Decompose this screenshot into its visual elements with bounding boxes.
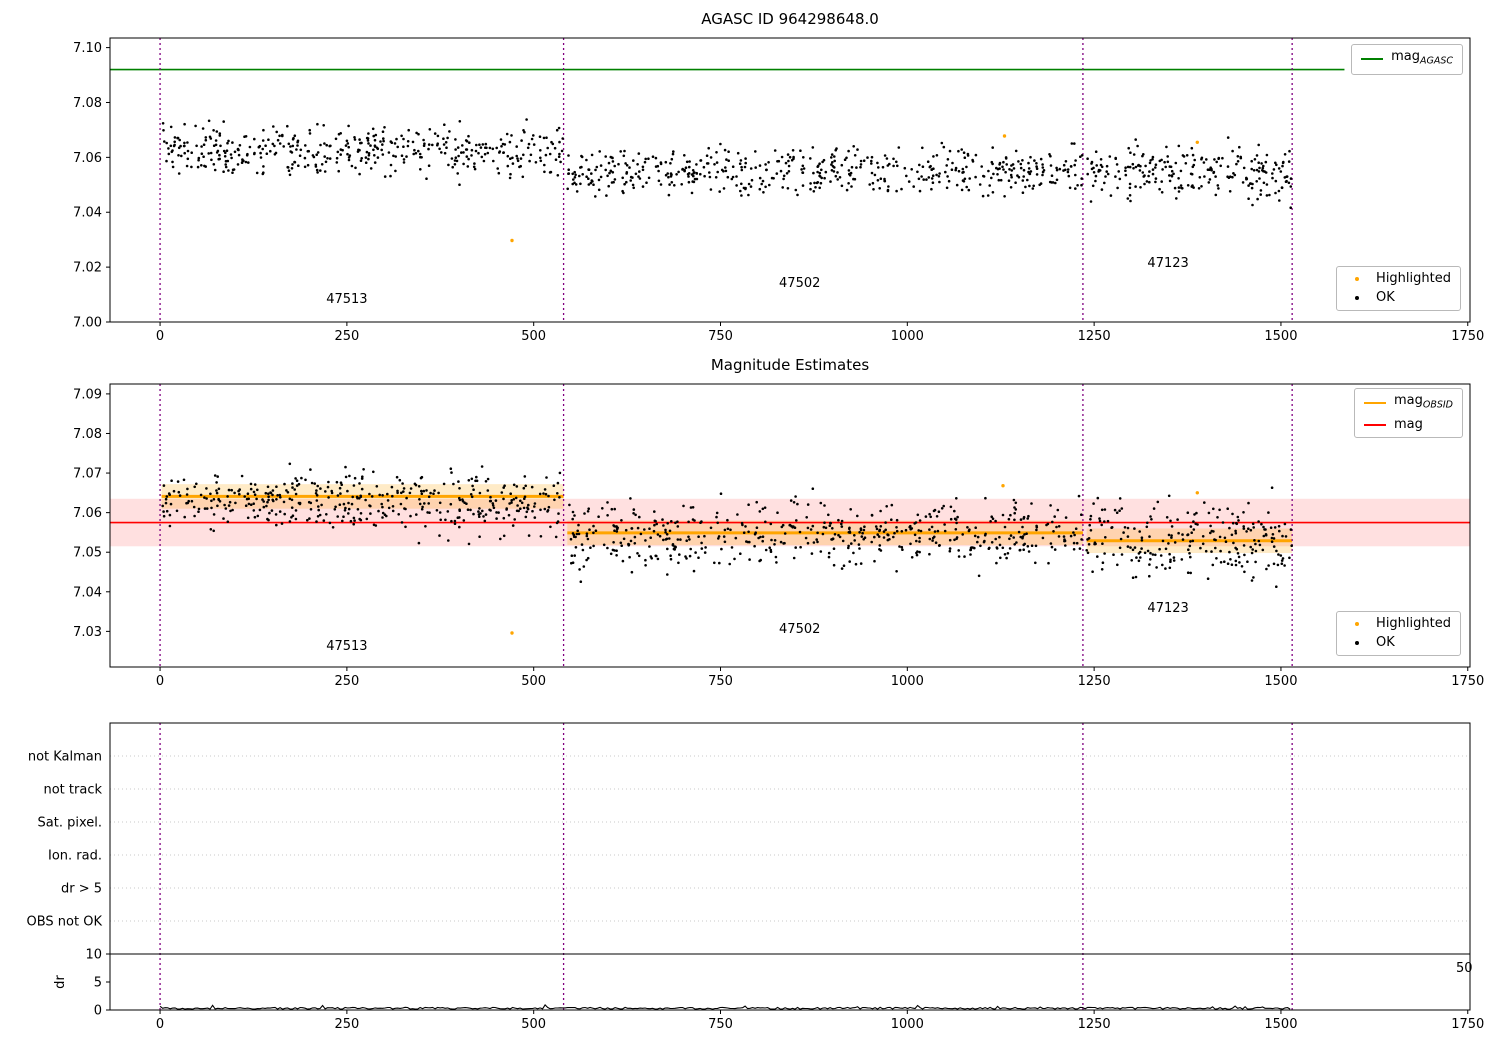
flag-category-label: not Kalman [28,750,102,765]
x-tick-label: 750 [708,329,733,344]
obsid-annotation-47502: 47502 [779,276,820,291]
flag-category-label: dr > 5 [61,882,102,897]
obsid-annotation-47513: 47513 [326,292,367,307]
legend-entry-highlighted: Highlighted [1346,616,1451,632]
legend-label: Highlighted [1376,271,1451,286]
ok-points-47123 [1086,136,1293,209]
legend-entry-highlighted: Highlighted [1346,271,1451,287]
legend-entry-mag-agasc: magAGASC [1361,49,1453,70]
highlighted-points [510,484,1200,635]
x-tick-label: 1000 [891,1017,924,1032]
y-tick-label: 7.09 [73,387,102,402]
legend-label: mag [1393,416,1423,432]
axes-frame [109,383,1471,668]
x-tick-label: 1250 [1078,1017,1111,1032]
dr-axis-label: dr [53,975,68,989]
ok-points-47502 [566,141,1084,198]
legend-label: magOBSID [1393,393,1453,411]
x-tick-label: 0 [156,1017,164,1032]
legend-entry-mag-obsid: magOBSID [1363,393,1453,414]
ok-points-47123 [1085,486,1293,588]
flags-plot: not Kalman not track Sat. pixel. Ion. rad. d… [27,722,1484,1032]
x-tick-label: 0 [156,329,164,344]
flag-category-label: Ion. rad. [48,849,102,864]
x-tick-label: 500 [521,1017,546,1032]
highlighted-points [510,134,1200,243]
obsid-annotation-47123: 47123 [1147,256,1188,271]
x-tick-label: 1000 [891,674,924,689]
orange-dot-sample [1346,277,1368,281]
middle-plot-title: Magnitude Estimates [710,356,870,374]
legend-entry-ok: OK [1346,290,1451,306]
legend-label: Highlighted [1376,616,1451,631]
y-tick-label: 7.06 [73,151,102,166]
top-plot-title: AGASC ID 964298648.0 [701,10,879,28]
x-tick-label: 1750 [1451,1017,1484,1032]
legend-label: OK [1376,635,1395,650]
agasc-id-plot: 47513 47502 47123 0 250 500 750 1000 1250 1500 175… [73,37,1484,344]
flag-category-label: OBS not OK [27,915,103,930]
legend-entry-mag: mag [1363,416,1453,433]
magnitude-estimates-plot: 47513 47502 47123 0 250 500 750 1000 1250 1500 175… [73,383,1484,689]
flag-category-label: Sat. pixel. [38,816,102,831]
legend-markers-top: Highlighted OK [1336,266,1461,311]
x-tick-label: 500 [521,329,546,344]
legend-mag-agasc: magAGASC [1351,44,1463,75]
x-tick-label: 0 [156,674,164,689]
x-tick-label: 750 [708,1017,733,1032]
obsid-annotation-47502: 47502 [779,622,820,637]
y-tick-label: 7.06 [73,506,102,521]
legend-label: OK [1376,290,1395,305]
dr-trace [159,1004,1291,1010]
x-tick-label: 1750 [1451,329,1484,344]
ok-points-47513 [161,462,562,546]
y-tick-label: 7.00 [73,316,102,331]
dr-y-tick-label: 0 [94,1004,102,1019]
y-tick-label: 7.07 [73,467,102,482]
x-tick-label: 1500 [1264,1017,1297,1032]
dr-y-tick-label: 5 [94,976,102,991]
y-tick-label: 7.03 [73,625,102,640]
flag-category-label: not track [43,783,102,798]
green-line-sample [1361,58,1384,61]
flags-axes-frame [109,722,1471,955]
x-tick-label: 1500 [1264,674,1297,689]
x-tick-label: 1250 [1078,329,1111,344]
x-tick-label: 500 [521,674,546,689]
x-tick-label: 1250 [1078,674,1111,689]
x-tick-label: 1500 [1264,329,1297,344]
legend-mag-obsid: magOBSID mag [1353,388,1463,438]
y-tick-label: 7.10 [73,41,102,56]
x-tick-label: 750 [708,674,733,689]
dr-axes-frame [109,953,1471,1011]
dr-y-tick-label: 10 [85,948,102,963]
y-tick-label: 7.04 [73,206,102,221]
y-tick-label: 7.08 [73,96,102,111]
x-tick-label: 1000 [891,329,924,344]
y-tick-label: 7.02 [73,261,102,276]
x-tick-label: 250 [334,674,359,689]
ok-points-47513 [161,118,564,186]
red-line-sample [1363,423,1386,426]
legend-markers-middle: Highlighted OK [1336,611,1461,656]
legend-label: magAGASC [1391,49,1453,67]
axes-frame [109,37,1471,323]
orange-dot-sample [1346,622,1368,626]
obsid-annotation-47123: 47123 [1147,601,1188,616]
black-dot-sample [1346,296,1368,300]
y-tick-label: 7.04 [73,585,102,600]
x-tick-label: 250 [334,1017,359,1032]
clipped-right-tick-label: 50 [1456,961,1473,976]
y-tick-label: 7.08 [73,427,102,442]
x-tick-label: 1750 [1451,674,1484,689]
x-tick-label: 250 [334,329,359,344]
y-tick-label: 7.05 [73,546,102,561]
black-dot-sample [1346,641,1368,645]
ok-points-47502 [568,487,1083,583]
legend-entry-ok: OK [1346,635,1451,651]
obsid-annotation-47513: 47513 [326,639,367,654]
orange-line-sample [1363,402,1386,405]
